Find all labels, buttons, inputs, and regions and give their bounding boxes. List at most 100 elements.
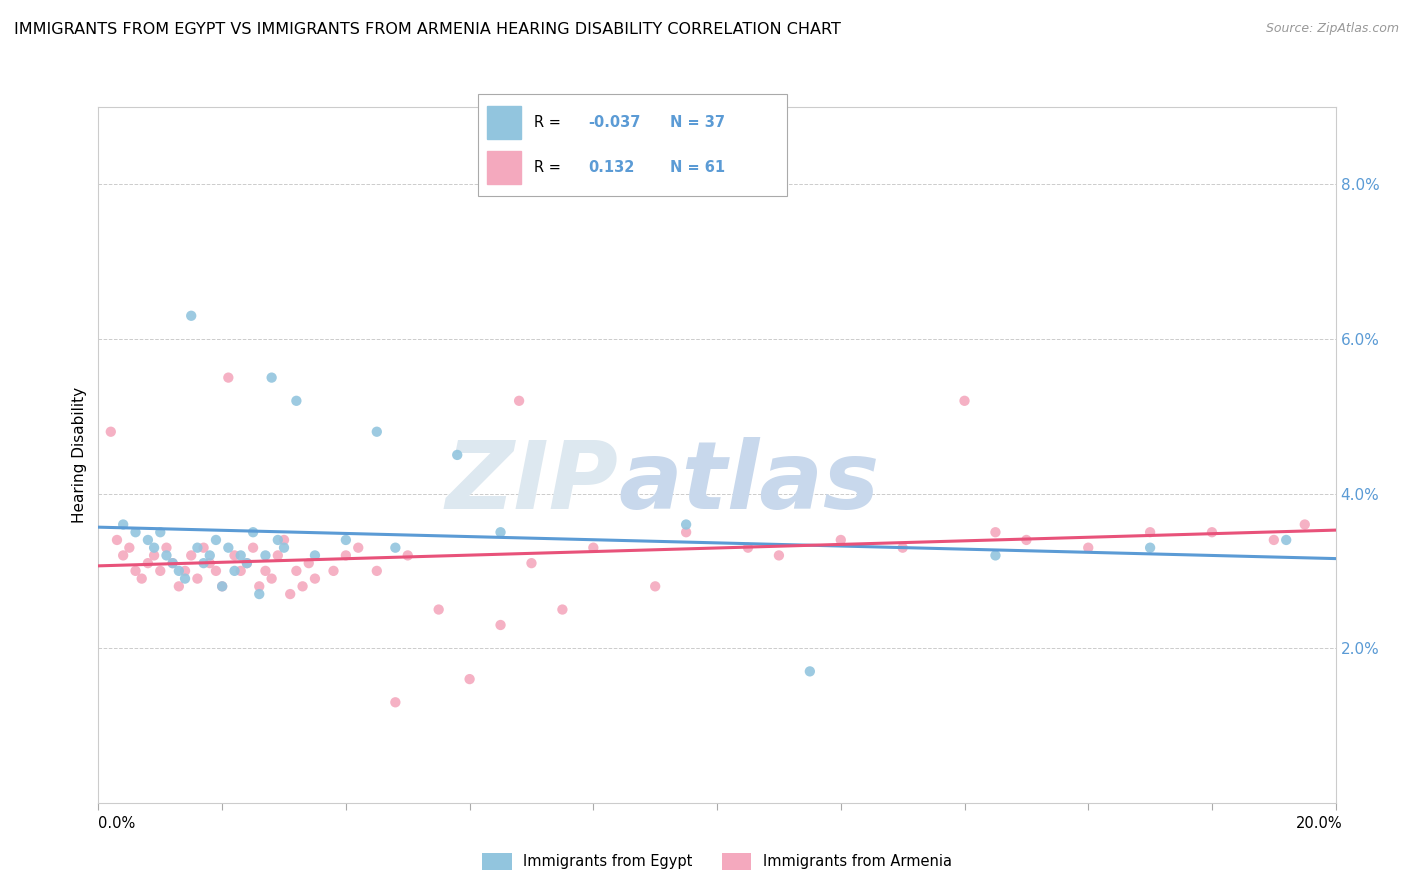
Point	[186, 572, 208, 586]
Point	[366, 564, 388, 578]
Point	[1263, 533, 1285, 547]
Text: R =: R =	[534, 160, 565, 175]
Point	[205, 564, 228, 578]
Point	[198, 556, 221, 570]
Point	[267, 549, 290, 563]
Point	[384, 541, 406, 555]
Point	[1201, 525, 1223, 540]
Point	[242, 541, 264, 555]
Point	[427, 602, 450, 616]
Text: atlas: atlas	[619, 437, 879, 529]
Point	[112, 517, 135, 532]
Point	[229, 564, 252, 578]
Point	[224, 564, 246, 578]
Point	[149, 564, 172, 578]
Point	[193, 556, 215, 570]
Point	[236, 556, 259, 570]
Point	[273, 541, 295, 555]
Point	[180, 309, 202, 323]
Text: N = 61: N = 61	[669, 160, 725, 175]
Point	[118, 541, 141, 555]
Point	[143, 541, 166, 555]
Legend: Immigrants from Egypt, Immigrants from Armenia: Immigrants from Egypt, Immigrants from A…	[477, 847, 957, 876]
Point	[217, 370, 239, 384]
Point	[124, 564, 146, 578]
Point	[100, 425, 122, 439]
Point	[155, 549, 177, 563]
Point	[174, 564, 197, 578]
Point	[347, 541, 370, 555]
Point	[1077, 541, 1099, 555]
Point	[285, 393, 308, 408]
Point	[953, 393, 976, 408]
Point	[260, 370, 283, 384]
Point	[458, 672, 481, 686]
Text: 0.0%: 0.0%	[98, 816, 135, 831]
Point	[830, 533, 852, 547]
Text: ZIP: ZIP	[446, 437, 619, 529]
Point	[247, 587, 270, 601]
Point	[273, 533, 295, 547]
Point	[247, 579, 270, 593]
Point	[167, 579, 190, 593]
Point	[520, 556, 543, 570]
Point	[224, 549, 246, 563]
Point	[211, 579, 233, 593]
Point	[193, 541, 215, 555]
Point	[396, 549, 419, 563]
Point	[446, 448, 468, 462]
Bar	[488, 106, 522, 139]
Point	[267, 533, 290, 547]
Point	[489, 525, 512, 540]
Point	[644, 579, 666, 593]
Point	[335, 549, 357, 563]
Text: -0.037: -0.037	[588, 115, 640, 130]
Text: N = 37: N = 37	[669, 115, 725, 130]
Point	[112, 549, 135, 563]
Point	[124, 525, 146, 540]
Point	[260, 572, 283, 586]
Point	[298, 556, 321, 570]
Point	[1015, 533, 1038, 547]
Point	[136, 556, 159, 570]
Point	[254, 549, 277, 563]
Point	[136, 533, 159, 547]
Point	[1139, 525, 1161, 540]
Point	[768, 549, 790, 563]
Point	[304, 549, 326, 563]
Point	[162, 556, 184, 570]
Point	[205, 533, 228, 547]
Point	[322, 564, 344, 578]
Point	[174, 572, 197, 586]
Point	[799, 665, 821, 679]
Point	[675, 517, 697, 532]
Text: Source: ZipAtlas.com: Source: ZipAtlas.com	[1265, 22, 1399, 36]
Point	[384, 695, 406, 709]
Point	[236, 556, 259, 570]
Point	[366, 425, 388, 439]
Point	[984, 549, 1007, 563]
Point	[675, 525, 697, 540]
Point	[737, 541, 759, 555]
Point	[162, 556, 184, 570]
Point	[149, 525, 172, 540]
Point	[242, 525, 264, 540]
Point	[582, 541, 605, 555]
Point	[217, 541, 239, 555]
Point	[1139, 541, 1161, 555]
Point	[304, 572, 326, 586]
Text: R =: R =	[534, 115, 565, 130]
Point	[489, 618, 512, 632]
Point	[891, 541, 914, 555]
Point	[285, 564, 308, 578]
Text: IMMIGRANTS FROM EGYPT VS IMMIGRANTS FROM ARMENIA HEARING DISABILITY CORRELATION : IMMIGRANTS FROM EGYPT VS IMMIGRANTS FROM…	[14, 22, 841, 37]
Point	[291, 579, 314, 593]
Point	[551, 602, 574, 616]
Point	[105, 533, 128, 547]
Point	[278, 587, 301, 601]
Bar	[488, 151, 522, 184]
Point	[335, 533, 357, 547]
Point	[198, 549, 221, 563]
Point	[229, 549, 252, 563]
Point	[155, 541, 177, 555]
